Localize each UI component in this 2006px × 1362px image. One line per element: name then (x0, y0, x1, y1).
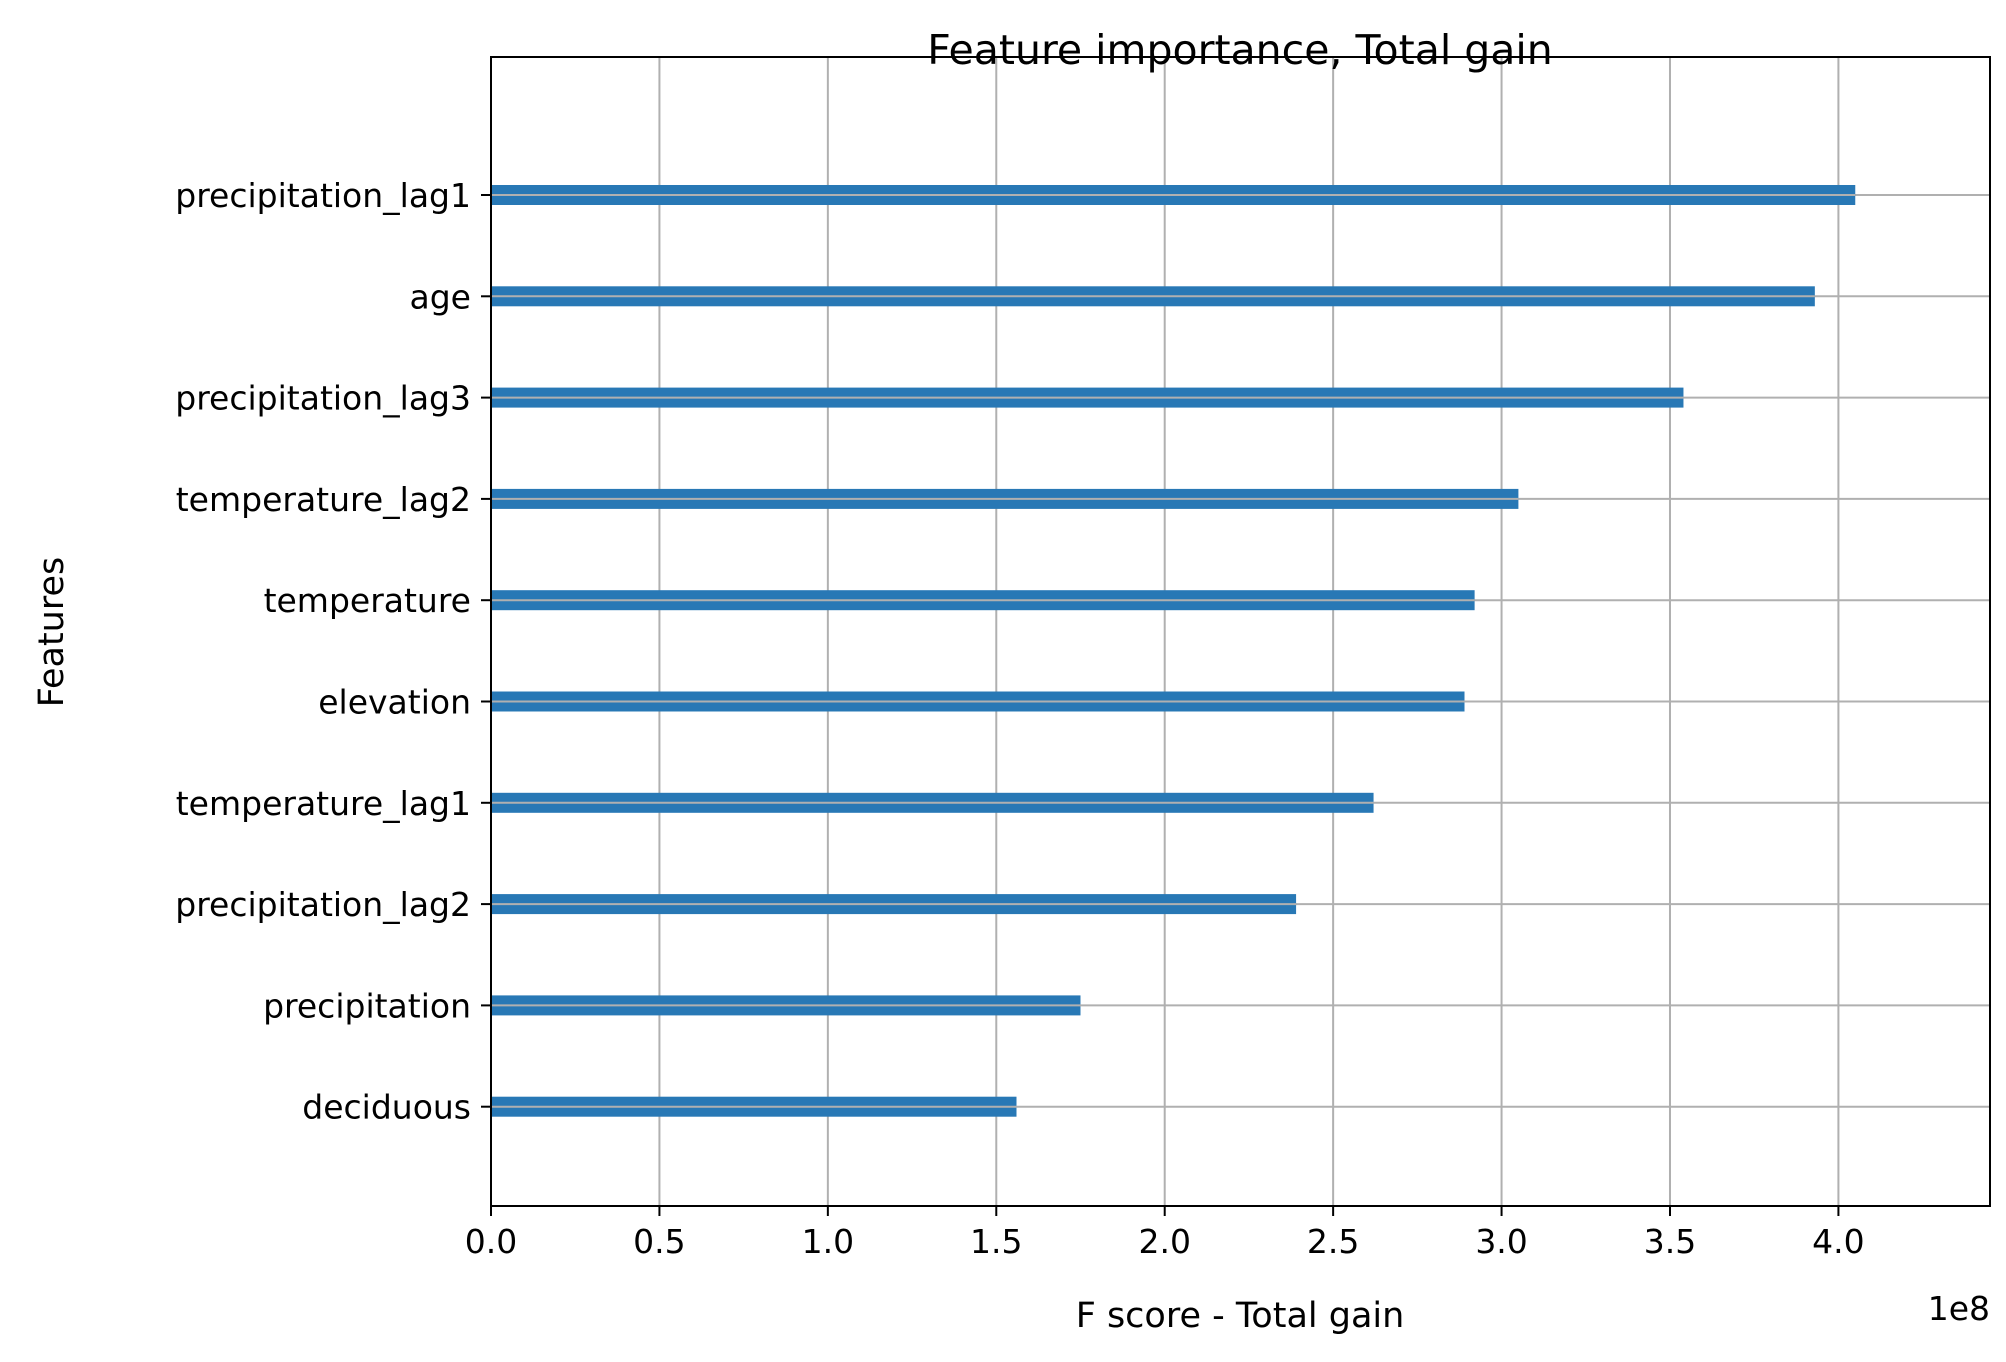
y-tick-label: temperature_lag2 (176, 480, 471, 519)
ticks-layer: 0.0 0.5 1.0 1.5 2.0 2.5 3.0 3.5 4.0 precipitation… (175, 176, 1864, 1261)
chart-title: Feature importance, Total gain (927, 26, 1553, 74)
x-tick-label: 3.5 (1644, 1222, 1696, 1261)
grid-layer (490, 57, 1990, 1206)
y-tick-label: temperature (264, 581, 471, 620)
x-tick-label: 0.0 (465, 1222, 517, 1261)
x-tick-label: 0.5 (633, 1222, 685, 1261)
x-axis-label: F score - Total gain (1076, 1296, 1405, 1336)
y-tick-label: temperature_lag1 (176, 784, 471, 823)
y-tick-label: elevation (318, 683, 471, 722)
x-tick-label: 2.0 (1138, 1222, 1190, 1261)
y-tick-label: precipitation_lag2 (175, 885, 471, 924)
y-tick-label: age (410, 277, 471, 316)
y-axis-label: Features (32, 557, 72, 708)
x-tick-label: 2.5 (1307, 1222, 1359, 1261)
y-tick-label: precipitation (263, 986, 471, 1025)
bars-layer (491, 185, 1856, 1117)
x-tick-label: 1.5 (970, 1222, 1022, 1261)
y-tick-label: deciduous (302, 1088, 471, 1127)
y-tick-label: precipitation_lag1 (175, 176, 471, 215)
x-tick-label: 4.0 (1812, 1222, 1864, 1261)
x-axis-offset-label: 1e8 (1928, 1289, 1990, 1328)
plot-frame (490, 56, 1991, 1207)
x-tick-label: 1.0 (802, 1222, 854, 1261)
y-tick-label: precipitation_lag3 (175, 379, 471, 418)
x-tick-label: 3.0 (1475, 1222, 1527, 1261)
